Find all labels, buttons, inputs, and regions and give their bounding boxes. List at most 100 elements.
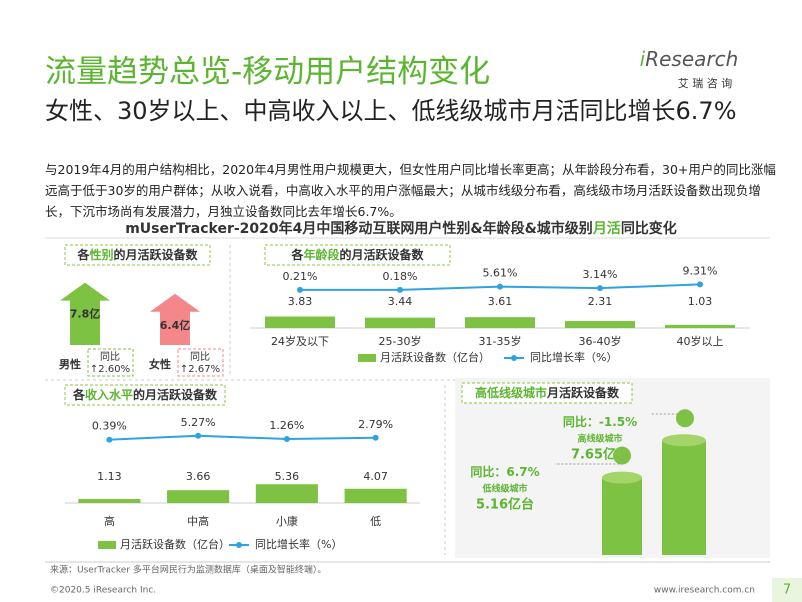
panel-title-part: 各 [72, 387, 86, 402]
line-point [283, 435, 290, 442]
category-label: 小康 [276, 514, 298, 528]
category-label: 高 [104, 514, 115, 528]
logo: iResearch [640, 47, 739, 71]
bar [265, 316, 335, 328]
column-top [662, 434, 706, 447]
legend-label: 月活跃设备数（亿台） [380, 350, 490, 364]
panel-title-part: 的月活跃设备数 [340, 247, 425, 262]
line-label: 3.14% [583, 268, 618, 281]
bar [465, 317, 535, 328]
category-label: 高线级城市 [577, 433, 622, 445]
logo-sub: 艾 瑞 咨 询 [678, 76, 733, 90]
line-label: 1.26% [269, 419, 304, 432]
panel-title-part: 收入水平 [85, 387, 133, 402]
growth: 同比：6.7% [470, 464, 539, 479]
line [109, 434, 376, 441]
panel-title: 各年龄段的月活跃设备数 [290, 247, 424, 262]
legend-swatch [358, 354, 376, 362]
line-label: 0.21% [283, 270, 318, 283]
bar [167, 490, 230, 503]
line-point [397, 286, 403, 293]
pin [676, 409, 694, 428]
panel-title-box [64, 244, 211, 266]
page-number: 7 [783, 583, 791, 598]
url: www.iresearch.com.cn [654, 586, 755, 596]
panel-title-part: 的月活跃设备数 [114, 247, 199, 262]
line-point [597, 285, 603, 292]
subtitle: 女性、30岁以上、中高收入以上、低线级城市月活同比增长6.7% [45, 97, 737, 125]
bar-label: 2.31 [588, 295, 613, 308]
category-label: 40岁以上 [677, 334, 724, 348]
legend-swatch [98, 541, 116, 549]
bar-label: 3.83 [288, 295, 313, 308]
body-text: 与2019年4月的用户结构相比，2020年4月男性用户规模更大，但女性用户同比增… [45, 162, 776, 219]
category-label: 25-30岁 [379, 334, 422, 348]
bar-label: 3.61 [488, 295, 513, 308]
growth-label: -1.5% [599, 415, 637, 429]
bar-label: 4.07 [363, 470, 388, 483]
panel-title: 高低线级城市月活跃设备数 [475, 385, 620, 400]
growth-title: 同比 [100, 351, 120, 363]
line-point [697, 281, 703, 288]
line-label: 0.18% [383, 270, 418, 283]
growth-box [177, 348, 224, 377]
line-label: 2.79% [358, 418, 393, 431]
bar [365, 317, 435, 328]
line-point [195, 432, 202, 439]
growth-title: 同比： [563, 414, 599, 429]
legend-swatch [511, 355, 517, 361]
line-label: 5.61% [483, 267, 518, 280]
panel-title-part: 高低线级城市 [475, 385, 547, 400]
line-point [372, 434, 379, 441]
line-label: 0.39% [92, 420, 127, 433]
panel-title-part: 的月活跃设备数 [133, 387, 218, 402]
growth-label: ↑2.60% [90, 364, 130, 375]
bar-label: 1.13 [97, 470, 122, 483]
logo-text: Research [645, 47, 738, 71]
connector [555, 446, 623, 465]
source: 来源：UserTracker 多平台网民行为监测数据库（桌面及智能终端）。 [50, 564, 326, 576]
panel-title-box [461, 382, 633, 404]
growth-label: 6.7% [506, 465, 539, 479]
line-point [106, 436, 113, 443]
arrow [150, 293, 200, 345]
category-label: 24岁及以下 [271, 334, 329, 348]
panel-title-part: 月活跃设备数 [546, 385, 620, 400]
bar [665, 324, 735, 328]
logo-i: i [640, 47, 646, 71]
category-label: 男性 [59, 357, 81, 371]
bar [565, 321, 635, 328]
legend-label: 月活跃设备数（亿台） [120, 537, 230, 551]
category-label: 女性 [149, 357, 171, 371]
connector [650, 409, 686, 415]
bar-label: 3.66 [186, 470, 211, 483]
growth-title: 同比： [470, 464, 506, 479]
line-label: 9.31% [683, 264, 718, 277]
category-label: 低线级城市 [481, 483, 527, 495]
bar-label: 1.03 [688, 295, 713, 308]
bar [78, 499, 141, 503]
section-title-part: 同比变化 [621, 220, 677, 237]
section-title-highlight: 月活 [592, 220, 621, 237]
bar-label: 3.44 [388, 295, 413, 308]
growth-box [87, 348, 134, 377]
panel-title: 各性别的月活跃设备数 [76, 247, 198, 262]
growth-label: ↑2.67% [180, 364, 220, 375]
panel-title-part: 各 [76, 247, 90, 262]
line-point [497, 283, 503, 290]
arrow [60, 282, 110, 345]
column [662, 440, 706, 555]
legend-label: 同比增长率（%） [530, 350, 617, 364]
bar-label: 5.36 [275, 470, 300, 483]
panel-title-box [264, 244, 451, 266]
copyright: ©2020.5 iResearch Inc. [50, 586, 156, 596]
category-label: 31-35岁 [479, 334, 522, 348]
growth: 同比：-1.5% [563, 414, 637, 429]
column [602, 477, 642, 555]
growth-title: 同比 [190, 351, 210, 363]
category-label: 低 [370, 515, 381, 528]
page-box [772, 578, 802, 602]
category-label: 中高 [187, 514, 209, 528]
